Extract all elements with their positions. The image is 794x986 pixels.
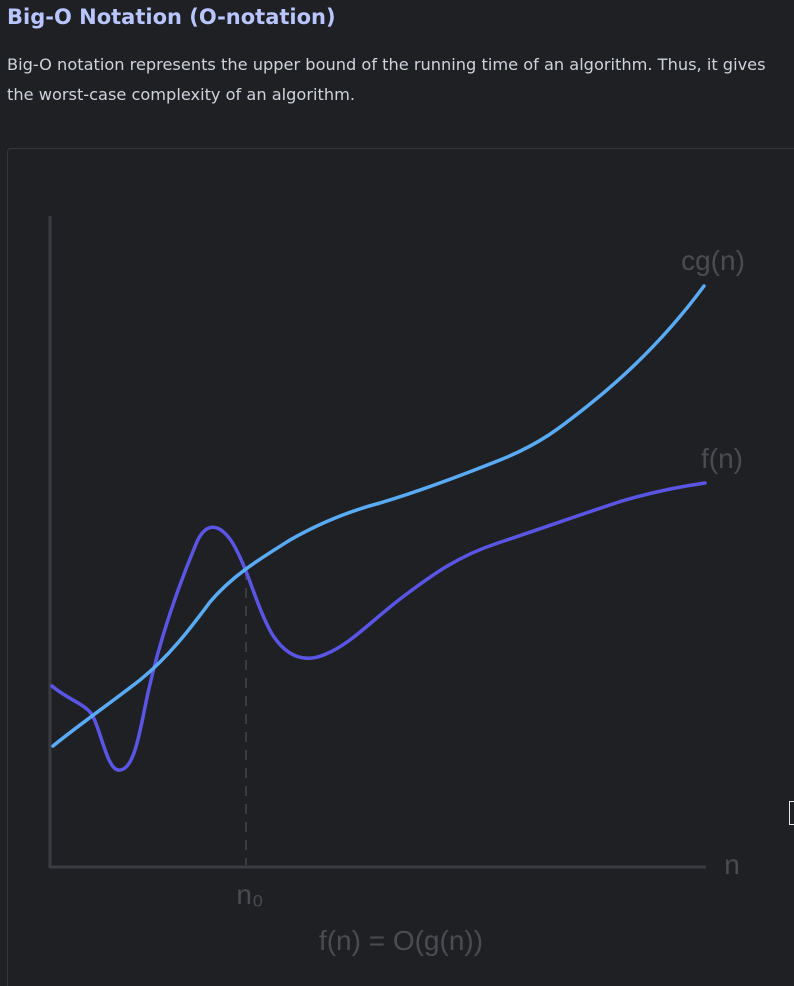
- cg-label: cg(n): [681, 245, 745, 276]
- page-title: Big-O Notation (O-notation): [7, 5, 336, 29]
- f-label: f(n): [701, 443, 743, 474]
- text-cursor-icon: [789, 801, 794, 825]
- figure-container: [7, 148, 794, 986]
- x-axis-label: n: [724, 849, 740, 880]
- description-text: Big-O notation represents the upper boun…: [7, 55, 766, 104]
- figure-caption: f(n) = O(g(n)): [319, 925, 483, 956]
- f-curve: [50, 481, 707, 772]
- n0-label: n₀: [236, 879, 263, 910]
- cg-curve: [51, 284, 706, 748]
